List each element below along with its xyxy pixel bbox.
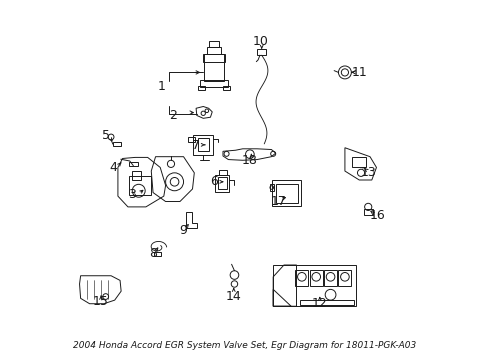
Bar <box>200 80 227 87</box>
Bar <box>217 177 226 189</box>
Text: 5: 5 <box>102 129 110 142</box>
Bar <box>203 54 224 81</box>
Text: 12: 12 <box>311 297 327 310</box>
Text: 13: 13 <box>360 166 375 179</box>
Text: 17: 17 <box>270 195 286 208</box>
Bar <box>202 54 225 62</box>
Bar <box>272 180 301 206</box>
Bar <box>276 184 297 203</box>
Bar <box>363 209 372 215</box>
Bar <box>208 41 219 46</box>
Bar <box>295 270 308 286</box>
Bar <box>324 270 336 286</box>
Text: 6: 6 <box>210 175 218 188</box>
Bar <box>113 142 121 146</box>
Text: 9: 9 <box>179 224 187 237</box>
Bar <box>257 49 265 55</box>
Bar <box>309 270 322 286</box>
Bar <box>223 86 230 90</box>
Text: 2: 2 <box>168 109 176 122</box>
Text: 2004 Honda Accord EGR System Valve Set, Egr Diagram for 18011-PGK-A03: 2004 Honda Accord EGR System Valve Set, … <box>73 341 415 350</box>
Bar <box>198 86 204 90</box>
Bar <box>273 265 355 306</box>
Bar <box>154 252 161 256</box>
Bar <box>193 135 212 155</box>
Text: 16: 16 <box>368 210 384 222</box>
Bar <box>300 301 353 305</box>
Bar <box>206 46 221 54</box>
Text: 1: 1 <box>158 80 165 93</box>
Text: 11: 11 <box>351 66 366 79</box>
Bar <box>128 162 137 166</box>
Text: 18: 18 <box>242 154 257 167</box>
Text: 8: 8 <box>149 247 157 260</box>
Bar <box>198 138 208 150</box>
Bar <box>269 184 273 191</box>
Text: 10: 10 <box>252 35 268 49</box>
Bar <box>188 137 194 142</box>
Text: 7: 7 <box>192 139 200 152</box>
Text: 3: 3 <box>127 188 135 201</box>
Text: 15: 15 <box>93 296 109 309</box>
Bar <box>219 170 226 175</box>
Text: 14: 14 <box>225 290 241 303</box>
Bar <box>131 171 140 180</box>
Bar <box>215 175 229 192</box>
Text: 4: 4 <box>109 161 117 174</box>
Bar <box>338 270 351 286</box>
Bar <box>351 157 366 167</box>
Bar <box>128 176 151 195</box>
